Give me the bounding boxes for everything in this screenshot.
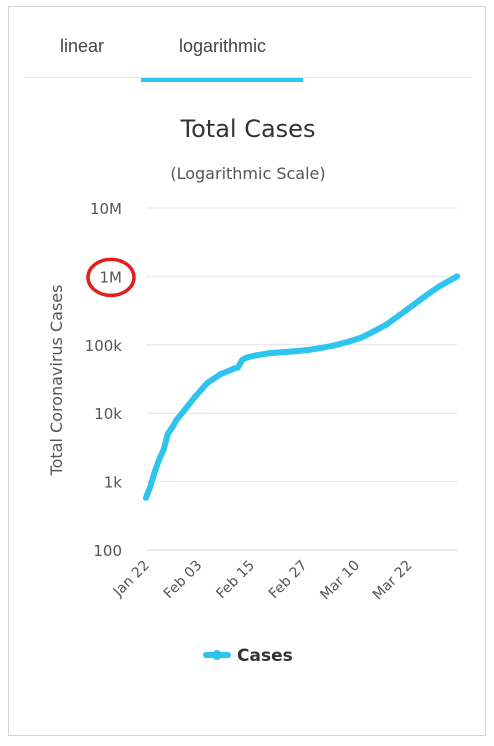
data-point (143, 494, 149, 501)
active-tab-indicator (141, 78, 303, 82)
tabs-divider (24, 77, 472, 78)
data-point (147, 483, 154, 490)
x-tick-label: Mar 22 (370, 558, 416, 604)
tab-linear[interactable]: linear (60, 36, 105, 56)
data-point (217, 371, 224, 378)
highlight-circle (86, 257, 136, 298)
y-tick-label: 100 (93, 542, 122, 560)
data-point (182, 406, 189, 413)
data-point (278, 349, 285, 356)
series-line-cases (143, 273, 460, 501)
x-tick-label: Feb 15 (213, 558, 258, 603)
data-point (160, 446, 167, 453)
data-point (357, 334, 364, 341)
chart-title: Total Cases (180, 115, 316, 143)
data-point (204, 380, 211, 387)
y-tick-label: 1M (100, 268, 123, 286)
y-axis-label: Total Coronavirus Cases (47, 285, 66, 477)
y-tick-label: 100k (85, 337, 123, 355)
data-point (169, 424, 176, 431)
data-point (436, 283, 443, 290)
data-point (383, 321, 390, 328)
chart-subtitle: (Logarithmic Scale) (170, 164, 325, 183)
data-point (397, 311, 404, 318)
x-tick-label: Feb 03 (161, 558, 206, 603)
legend-marker (212, 650, 222, 660)
data-point (234, 364, 241, 371)
data-point (318, 344, 325, 351)
x-tick-label: Feb 27 (266, 558, 311, 603)
data-point (243, 354, 250, 361)
data-point (410, 302, 417, 309)
y-tick-label: 1k (104, 474, 123, 492)
data-point (164, 430, 171, 437)
y-tick-label: 10M (90, 200, 122, 218)
legend-label: Cases (237, 646, 293, 666)
y-tick-label: 10k (94, 405, 122, 423)
tab-logarithmic[interactable]: logarithmic (179, 36, 267, 56)
data-point (156, 456, 163, 463)
x-tick-label: Jan 22 (110, 558, 153, 601)
data-point (265, 350, 272, 357)
data-point (291, 348, 298, 355)
data-point (331, 342, 338, 349)
data-point (252, 352, 259, 359)
x-tick-label: Mar 10 (317, 558, 363, 604)
data-point (173, 416, 180, 423)
data-point (370, 328, 377, 335)
chart-card (8, 6, 486, 736)
data-point (423, 292, 430, 299)
data-point (191, 394, 198, 401)
data-point (151, 468, 158, 475)
data-point (305, 346, 312, 353)
data-point (344, 338, 351, 345)
data-point (454, 273, 460, 280)
